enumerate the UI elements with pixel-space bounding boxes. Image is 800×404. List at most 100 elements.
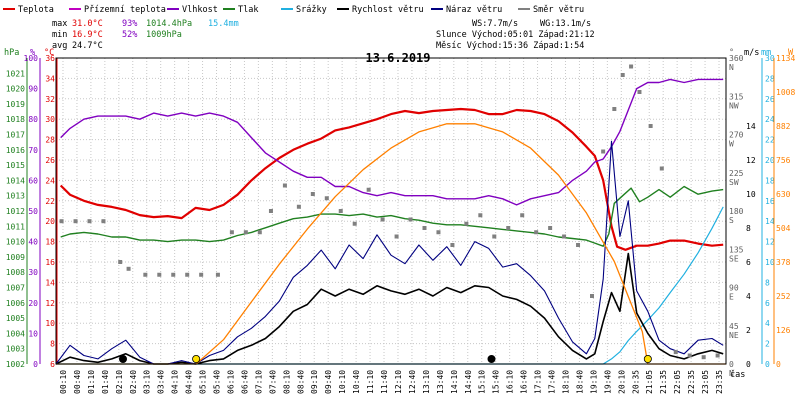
direction-tick-label: 135 [729,245,744,254]
humidity-unit-label: % [30,48,35,58]
direction-direction-label: N [729,369,734,378]
temperature-tick-label: 26 [45,156,55,165]
wind-direction-point [380,217,385,222]
wind-direction-point [478,213,483,218]
direction-tick-label: 315 [729,92,744,101]
wind-speed-unit-label: m/s [744,48,759,58]
wind-direction-point [506,226,511,230]
sun-moon-event-marker [119,354,128,363]
x-tick-label: 01:40 [101,370,110,394]
direction-tick-label: 45 [729,322,739,331]
wind-speed-tick-label: 0 [746,360,751,369]
wind-direction-point [324,196,329,201]
pressure-tick-label: 1006 [6,299,25,308]
x-tick-label: 08:40 [296,370,305,394]
wind-speed-tick-label: 14 [746,122,756,131]
solar-tick-label: 126 [776,326,791,335]
pressure-tick-label: 1013 [6,192,25,201]
rain-tick-label: 16 [765,197,775,206]
x-tick-label: 10:10 [338,370,347,394]
stats-min-temp: 16.9°C [72,30,103,40]
temperature-tick-label: 24 [45,176,55,185]
x-tick-label: 15:40 [492,370,501,394]
x-tick-label: 03:10 [143,370,152,394]
stats-sun-times: Slunce Východ:05:01 Západ:21:12 [436,30,595,40]
sun-moon-event-marker [643,354,652,363]
solar-tick-label: 630 [776,190,791,199]
wind-direction-point [310,192,315,196]
wind-direction-point [534,230,539,235]
solar-tick-label: 756 [776,156,791,165]
rain-unit-label: mm [761,48,771,58]
x-tick-label: 03:40 [157,370,166,394]
pressure-tick-label: 1016 [6,146,25,155]
x-tick-label: 04:40 [185,370,194,394]
pressure-line [60,185,724,247]
stats-avg-label: avg [52,41,67,51]
x-tick-label: 20:35 [631,370,640,394]
temperature-tick-label: 14 [45,278,55,287]
wind-gust-line [55,140,724,365]
x-tick-label: 09:40 [324,370,333,394]
chart-legend: Teplota Přízemní teplota Vlhkost Tlak Srážky… [3,5,584,15]
temperature-unit-label: °C [44,48,54,58]
x-tick-label: 12:10 [394,370,403,394]
wind-direction-point [59,219,64,224]
sun-moon-event-marker [487,354,496,363]
wind-direction-point [243,230,248,235]
wind-direction-point [73,219,78,224]
direction-direction-label: W [729,140,734,149]
pressure-tick-label: 1018 [6,115,25,124]
solar-unit-label: W [788,48,794,58]
pressure-tick-label: 1003 [6,345,25,354]
humidity-tick-label: 20 [28,299,38,308]
solar-tick-label: 0 [776,360,781,369]
wind-direction-point [520,213,525,218]
wind-direction-point [394,234,399,239]
pressure-tick-label: 1007 [6,284,25,293]
wind-direction-point [562,234,567,239]
temperature-tick-label: 30 [45,115,55,124]
wind-direction-point [612,107,617,111]
stats-min-press: 1009hPa [146,30,182,40]
humidity-line [60,78,724,206]
temperature-tick-label: 6 [50,360,55,369]
stats-max-label: max [52,19,67,29]
legend-label: Teplota [18,5,54,15]
pressure-tick-label: 1009 [6,253,25,262]
wind-direction-point [101,219,106,224]
wind-direction-point [648,124,653,128]
x-tick-label: 02:40 [129,370,138,394]
direction-unit-label: ° [729,48,734,58]
temperature-tick-label: 18 [45,238,55,247]
humidity-tick-label: 0 [33,360,38,369]
rain-tick-label: 30 [765,54,775,63]
pressure-tick-label: 1004 [6,329,25,338]
sun-moon-event-marker [192,354,201,363]
wind-direction-point [126,266,131,271]
rain-tick-label: 24 [765,115,775,124]
x-tick-label: 10:40 [352,370,361,394]
direction-tick-label: 90 [729,284,739,293]
legend-label: Přízemní teplota [84,5,166,15]
x-tick-label: 11:10 [366,370,375,394]
x-tick-label: 18:10 [561,370,570,394]
pressure-tick-label: 1019 [6,100,25,109]
wind-direction-point [436,230,441,235]
x-tick-label: 05:40 [213,370,222,394]
pressure-tick-label: 1020 [6,85,25,94]
humidity-tick-label: 50 [28,207,38,216]
wind-direction-point [590,294,594,298]
direction-direction-label: SE [729,254,739,263]
x-tick-label: 05:10 [199,370,208,394]
rain-tick-label: 28 [765,74,775,83]
rain-tick-label: 8 [765,278,770,287]
wind-direction-point [576,243,581,247]
x-tick-label: 08:10 [282,370,291,394]
x-tick-label: 21:35 [659,370,668,394]
wind-speed-tick-label: 10 [746,190,756,199]
wind-direction-point [637,90,642,94]
x-tick-label: 15:10 [478,370,487,394]
temperature-tick-label: 16 [45,258,55,267]
